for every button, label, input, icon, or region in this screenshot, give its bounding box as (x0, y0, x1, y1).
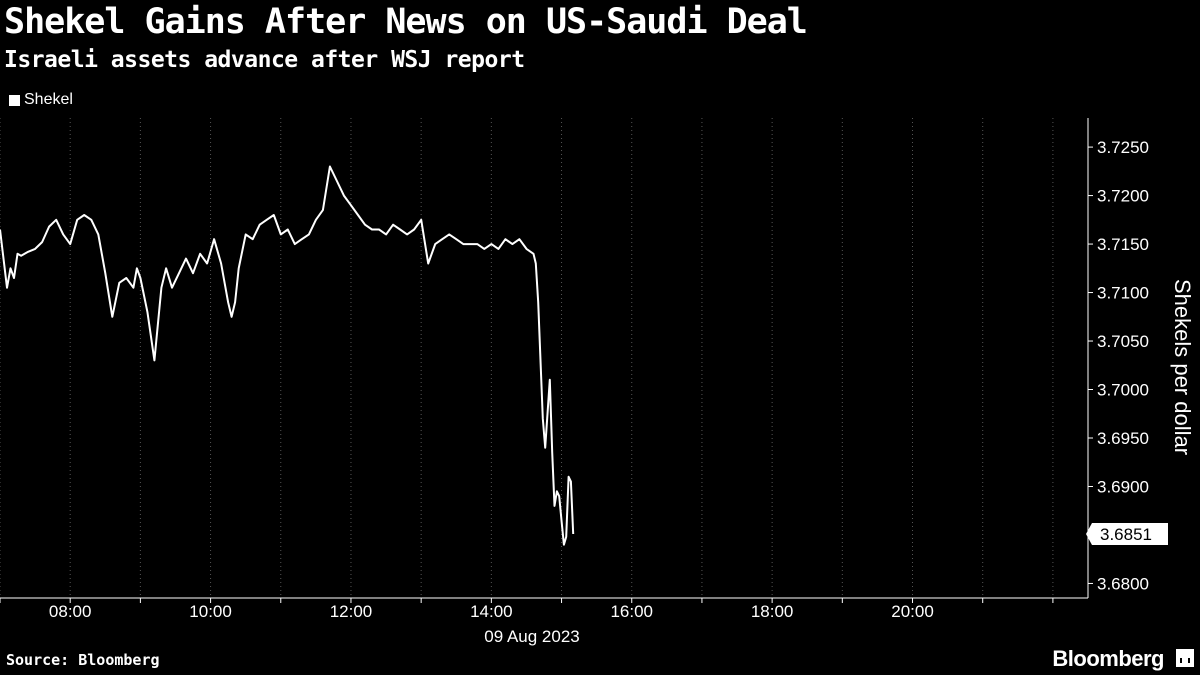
chart-subtitle: Israeli assets advance after WSJ report (4, 47, 525, 73)
y-tick-label: 3.7150 (1097, 235, 1149, 254)
chart-title: Shekel Gains After News on US-Saudi Deal (4, 2, 808, 42)
x-tick-label: 10:00 (189, 602, 232, 621)
source-note: Source: Bloomberg (6, 651, 160, 669)
y-axis: 3.7250 3.7200 3.7150 3.7100 3.7050 3.7000 3.69… (1087, 118, 1149, 598)
y-tick-label: 3.7050 (1097, 332, 1149, 351)
x-tick-label: 16:00 (610, 602, 653, 621)
y-tick-label: 3.7250 (1097, 138, 1149, 157)
last-value-text: 3.6851 (1100, 525, 1152, 544)
y-tick-label: 3.7000 (1097, 381, 1149, 400)
brand-logo: Bloomberg (1052, 646, 1164, 671)
legend-label: Shekel (24, 91, 73, 108)
y-tick-label: 3.6800 (1097, 574, 1149, 593)
x-tick-label: 12:00 (330, 602, 373, 621)
y-tick-label: 3.7200 (1097, 187, 1149, 206)
x-tick-label: 18:00 (751, 602, 794, 621)
y-tick-label: 3.7100 (1097, 284, 1149, 303)
last-value-box (1086, 523, 1168, 545)
y-axis-label: Shekels per dollar (1170, 279, 1195, 455)
x-axis: 08:00 10:00 12:00 14:00 16:00 18:00 20:00 (0, 597, 1088, 621)
shekel-series-line (0, 165, 575, 546)
legend-swatch (9, 94, 20, 106)
gridlines (0, 118, 1054, 598)
y-tick-label: 3.6950 (1097, 429, 1149, 448)
bloomberg-terminal-icon (1176, 649, 1194, 667)
legend: Shekel (9, 91, 73, 109)
y-tick-label: 3.6900 (1097, 477, 1149, 496)
last-value-label: 3.6851 (1086, 523, 1168, 545)
x-tick-label: 08:00 (49, 602, 92, 621)
x-tick-label: 20:00 (891, 602, 934, 621)
x-axis-date-label: 09 Aug 2023 (484, 627, 579, 646)
x-tick-label: 14:00 (470, 602, 513, 621)
